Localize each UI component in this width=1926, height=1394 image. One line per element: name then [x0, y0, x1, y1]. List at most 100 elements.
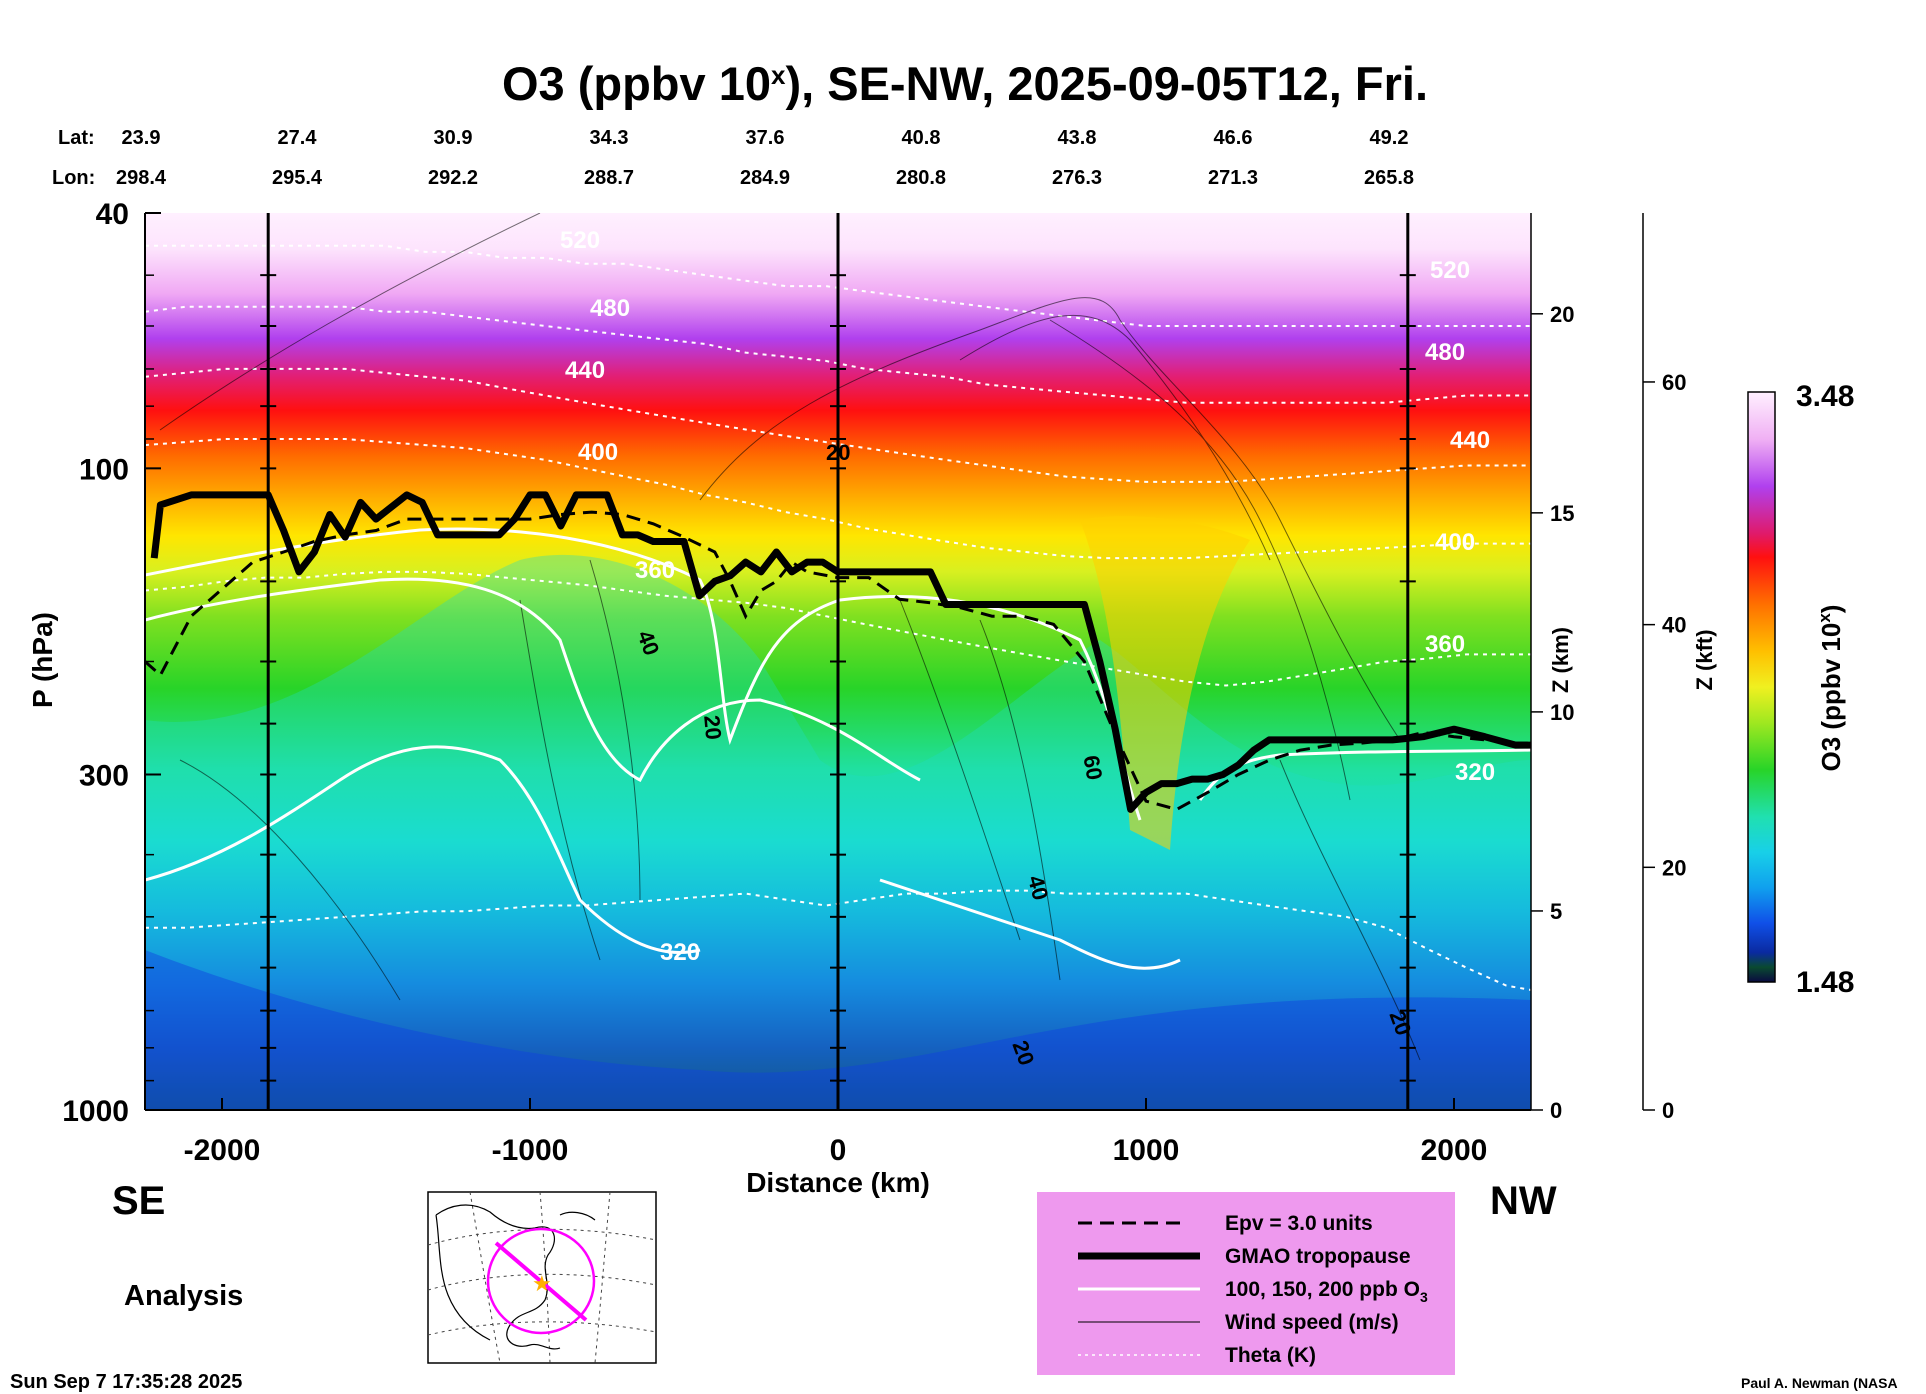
z-kft-axis-ticks: 0 20 40 60 [1643, 370, 1686, 1123]
wind-contour [159, 213, 541, 431]
lat-value: 23.9 [122, 127, 161, 149]
theta-isentrope [145, 367, 1531, 483]
theta-label: 400 [1435, 529, 1475, 556]
x-tick-label: -2000 [184, 1134, 261, 1167]
timestamp: Sun Sep 7 17:35:28 2025 [10, 1371, 242, 1393]
z-kft-tick-label: 0 [1662, 1098, 1674, 1123]
wind-label: 20 [826, 440, 850, 465]
theta-label: 480 [1425, 339, 1465, 366]
theta-label: 520 [1430, 257, 1470, 284]
wind-contour [519, 599, 601, 961]
legend-epv-label: Epv = 3.0 units [1225, 1212, 1373, 1235]
theta-label: 360 [1425, 631, 1465, 658]
wind-contour [959, 314, 1271, 561]
theta-label: 480 [590, 295, 630, 322]
lat-row-label: Lat: [58, 127, 95, 149]
theta-label: 440 [1450, 427, 1490, 454]
ozone-contour-100 [145, 745, 701, 955]
wind-contour [179, 759, 401, 1001]
wind-contour [899, 599, 1021, 941]
wind-contour [1049, 319, 1351, 801]
y-tick-label: 100 [79, 453, 129, 486]
z-kft-tick-label: 60 [1662, 370, 1686, 395]
lat-value: 46.6 [1214, 127, 1253, 149]
z-km-tick-label: 15 [1550, 501, 1574, 526]
lon-value: 280.8 [896, 167, 946, 189]
lon-value: 276.3 [1052, 167, 1102, 189]
z-kft-axis-label: Z (kft) [1692, 629, 1717, 690]
theta-label: 320 [1455, 759, 1495, 786]
lon-value: 292.2 [428, 167, 478, 189]
theta-label: 520 [560, 227, 600, 254]
theta-isentropes [145, 244, 1531, 991]
analysis-label: Analysis [124, 1280, 243, 1312]
x-tick-label: 0 [830, 1134, 847, 1167]
ozone-contour-100-b [879, 878, 1181, 970]
colorbar-title: O3 (ppbv 10x) [1815, 605, 1846, 772]
lat-value: 37.6 [746, 127, 785, 149]
lon-row-label: Lon: [52, 167, 95, 189]
x-tick-label: 2000 [1421, 1134, 1488, 1167]
theta-label: 400 [578, 439, 618, 466]
lat-value: 27.4 [278, 127, 318, 149]
nw-label: NW [1490, 1179, 1557, 1223]
colorbar [1747, 391, 1776, 983]
z-km-tick-label: 10 [1550, 700, 1574, 725]
z-kft-tick-label: 20 [1662, 855, 1686, 880]
theta-label: 320 [660, 939, 700, 966]
vertical-marker-lines [260, 213, 1416, 1110]
x-tick-label: -1000 [492, 1134, 569, 1167]
wind-label: 60 [1078, 753, 1107, 781]
colorbar-min-label: 1.48 [1796, 966, 1854, 999]
z-km-axis-label: Z (km) [1548, 627, 1573, 693]
lon-value: 265.8 [1364, 167, 1414, 189]
theta-isentrope [145, 305, 1531, 404]
location-map-inset: ★ [427, 1191, 657, 1364]
credit: Paul A. Newman (NASA [1741, 1375, 1898, 1391]
lon-value: 295.4 [272, 167, 323, 189]
ozone-contour-200 [145, 527, 1142, 821]
theta-isentrope [145, 570, 1531, 687]
colorbar-max-label: 3.48 [1796, 380, 1854, 413]
theta-isentrope [145, 889, 1531, 991]
lat-value: 40.8 [902, 127, 941, 149]
epv-3-contour [145, 510, 1531, 812]
z-km-tick-label: 20 [1550, 302, 1574, 327]
lat-lon-labels: 23.9 298.4 27.4 295.4 30.9 292.2 34.3 288.7 37.6… [116, 127, 1414, 189]
lon-value: 284.9 [740, 167, 790, 189]
legend: Epv = 3.0 units GMAO tropopause 100, 150… [1037, 1192, 1455, 1375]
map-range-circle [486, 1227, 596, 1335]
lat-value: 34.3 [590, 127, 629, 149]
map-center-star-icon: ★ [532, 1271, 552, 1296]
x-axis-label: Distance (km) [746, 1167, 930, 1198]
gmao-tropopause-line [150, 491, 1531, 813]
ozone-contour-150 [145, 577, 921, 783]
x-axis-ticks: -2000 -1000 0 1000 2000 [184, 1098, 1488, 1167]
y-tick-label: 40 [96, 198, 129, 231]
y-axis-ticks: 40 100 300 1000 [62, 198, 161, 1128]
z-km-axis-ticks: 0 5 10 15 20 [1531, 302, 1574, 1123]
map-section-path [494, 1241, 588, 1322]
lat-value: 49.2 [1370, 127, 1409, 149]
theta-label: 440 [565, 357, 605, 384]
wind-label: 20 [699, 714, 726, 741]
ozone-deep-blue-low [145, 950, 1531, 1110]
lat-value: 43.8 [1058, 127, 1097, 149]
lon-value: 298.4 [116, 167, 167, 189]
wind-contour [1279, 759, 1421, 1061]
theta-isentrope [145, 244, 1531, 327]
z-kft-tick-label: 40 [1662, 613, 1686, 638]
map-coastline [435, 1204, 596, 1350]
legend-ozone-label: 100, 150, 200 ppb O3 [1225, 1278, 1428, 1305]
theta-label: 360 [635, 557, 675, 584]
z-km-tick-label: 0 [1550, 1098, 1562, 1123]
chart-title: O3 (ppbv 10x), SE-NW, 2025-09-05T12, Fri… [502, 57, 1428, 110]
z-km-tick-label: 5 [1550, 899, 1562, 924]
lon-value: 271.3 [1208, 167, 1258, 189]
x-tick-label: 1000 [1113, 1134, 1180, 1167]
y-tick-label: 300 [79, 759, 129, 792]
y-tick-label: 1000 [62, 1095, 129, 1128]
ozone-tongue [1080, 516, 1250, 850]
se-label: SE [112, 1179, 165, 1223]
